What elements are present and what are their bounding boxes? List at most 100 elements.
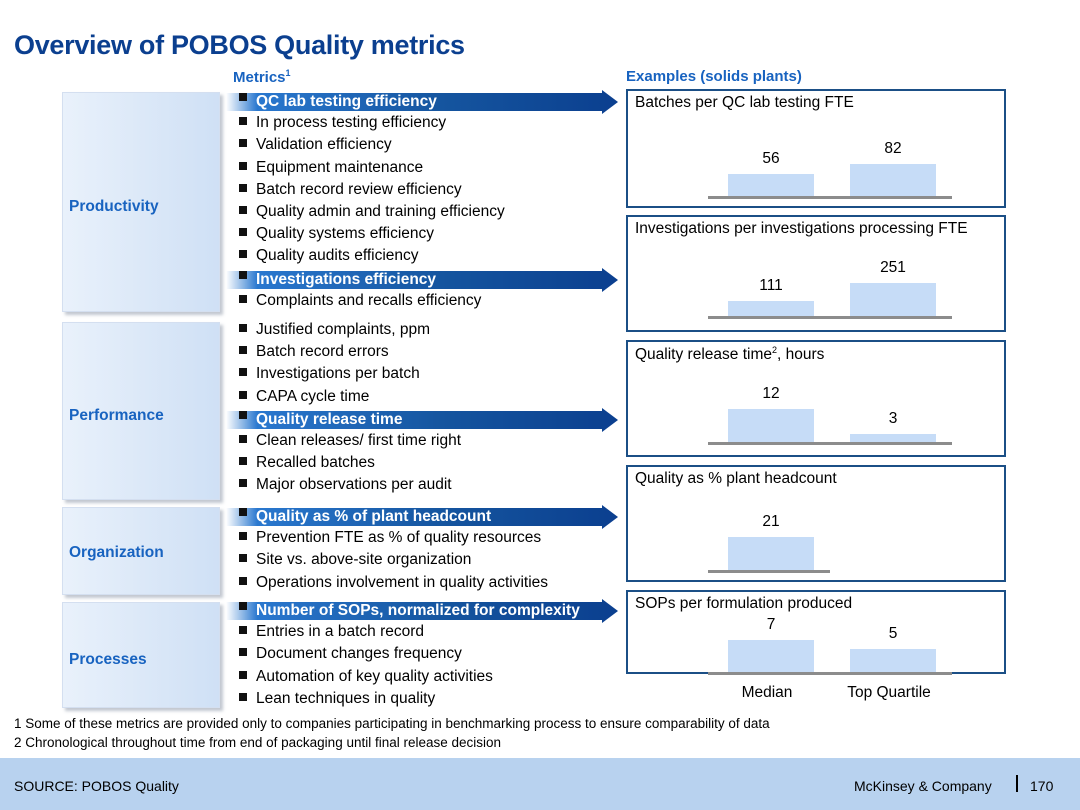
chart-title: Investigations per investigations proces… [635, 220, 968, 238]
category-label: Performance [69, 407, 164, 424]
metric-label: CAPA cycle time [256, 387, 370, 405]
x-label-top-quartile: Top Quartile [847, 684, 931, 701]
footnote-1: 1 Some of these metrics are provided onl… [14, 716, 770, 731]
arrow-shape [226, 90, 618, 114]
highlighted-metric-arrow: QC lab testing efficiency [226, 90, 618, 114]
bar-value-label: 82 [884, 140, 902, 157]
chart-baseline [708, 672, 952, 675]
metric-label: Automation of key quality activities [256, 667, 493, 685]
highlighted-metric-label: Quality as % of plant headcount [256, 508, 492, 525]
category-box-performance: Performance [62, 322, 220, 500]
highlighted-metric-arrow: Investigations efficiency [226, 267, 618, 292]
metric-label: Document changes frequency [256, 645, 462, 663]
bullet-icon [239, 206, 247, 214]
chart-title-text: Batches per QC lab testing FTE [635, 94, 854, 111]
bullet-icon [239, 626, 247, 635]
bullet-icon [239, 324, 247, 332]
arrow-shape [226, 407, 618, 432]
bar-median [728, 640, 814, 672]
metric-label: Operations involvement in quality activi… [256, 573, 549, 591]
example-chart-box: Batches per QC lab testing FTE 56 82 [626, 89, 1006, 208]
x-label-median: Median [741, 684, 793, 701]
page-number: 170 [1030, 778, 1054, 794]
arrow-shape [226, 505, 618, 529]
bullet-icon [239, 554, 247, 563]
highlighted-metric-label: QC lab testing efficiency [256, 93, 437, 110]
bullet-icon [239, 410, 247, 419]
category-box-productivity: Productivity [62, 92, 220, 312]
bullet-icon [239, 117, 247, 126]
bullet-icon [239, 648, 247, 657]
bullet-icon [239, 479, 247, 488]
bar-median [728, 537, 814, 570]
metric-label: Investigations per batch [256, 365, 420, 383]
chart-title: Quality as % plant headcount [635, 470, 837, 488]
brand-name: McKinsey & Company [854, 778, 992, 794]
bar-value-label: 111 [759, 277, 783, 294]
source-text: SOURCE: POBOS Quality [14, 778, 179, 794]
bar-value-label: 251 [880, 259, 906, 276]
highlighted-metric-arrow: Quality release time [226, 407, 618, 432]
highlighted-metric-label: Investigations efficiency [256, 270, 437, 288]
chart-title-text: Investigations per investigations proces… [635, 220, 968, 237]
bullet-icon [239, 508, 247, 516]
bullet-icon [239, 270, 247, 279]
bullet-icon [239, 692, 247, 701]
metric-label: Major observations per audit [256, 476, 452, 494]
metric-label: Quality admin and training efficiency [256, 203, 505, 220]
highlighted-metric-label: Number of SOPs, normalized for complexit… [256, 602, 580, 619]
arrow-shape [226, 599, 618, 623]
bullet-icon [239, 93, 247, 101]
chart-title: Quality release time2, hours [635, 345, 824, 364]
bar-value-label: 7 [766, 616, 776, 633]
metrics-header-footnote-mark: 1 [285, 68, 291, 78]
chart-title: Batches per QC lab testing FTE [635, 94, 854, 112]
bullet-icon [239, 139, 247, 148]
bar-median [728, 174, 814, 196]
bullet-icon [239, 294, 247, 303]
metric-label: Entries in a batch record [256, 623, 425, 641]
metrics-header-text: Metrics [233, 69, 286, 86]
example-chart-box: Quality as % plant headcount 21 [626, 465, 1006, 582]
bullet-icon [239, 576, 247, 585]
chart-title-text: Quality as % plant headcount [635, 470, 837, 487]
bullet-icon [239, 457, 247, 466]
examples-header: Examples (solids plants) [626, 68, 802, 85]
category-label: Organization [69, 544, 164, 561]
highlighted-metric-arrow: Quality as % of plant headcount [226, 505, 618, 529]
example-chart-box: SOPs per formulation produced 7 5 [626, 590, 1006, 675]
metrics-header: Metrics1 [233, 68, 291, 86]
bar-value-label: 21 [762, 513, 780, 530]
bar-top-quartile [850, 283, 936, 316]
metric-label: Site vs. above-site organization [256, 551, 472, 569]
metric-label: Lean techniques in quality [256, 689, 436, 707]
footnote-2: 2 Chronological throughout time from end… [14, 735, 502, 750]
category-box-processes: Processes [62, 602, 220, 708]
bullet-icon [239, 228, 247, 237]
bar-top-quartile [850, 649, 936, 672]
chart-title-text: Quality release time [635, 346, 772, 364]
metric-label: Clean releases/ first time right [256, 432, 462, 449]
bar-top-quartile [850, 164, 936, 196]
chart-title: SOPs per formulation produced [635, 595, 852, 613]
arrow-shape [226, 267, 618, 292]
chart-baseline [708, 316, 952, 319]
metric-label: Validation efficiency [256, 136, 392, 154]
metric-label: Equipment maintenance [256, 158, 424, 176]
bar-top-quartile [850, 434, 936, 442]
bar-value-label: 5 [888, 625, 898, 642]
example-chart-box: Quality release time2, hours 12 3 [626, 340, 1006, 457]
chart-title-suffix: , hours [777, 346, 825, 364]
bar-median [728, 409, 814, 442]
metric-label: Recalled batches [256, 454, 375, 472]
bullet-icon [239, 670, 247, 679]
chart-title-text: SOPs per formulation produced [635, 595, 853, 612]
page-title: Overview of POBOS Quality metrics [14, 30, 465, 60]
bar-value-label: 3 [888, 410, 898, 427]
bullet-icon [239, 161, 247, 170]
metric-label: Batch record review efficiency [256, 180, 462, 198]
category-label: Productivity [69, 198, 159, 215]
chart-title-footnote-mark: 2 [771, 345, 777, 355]
metric-label: Quality audits efficiency [256, 247, 419, 265]
chart-baseline [708, 196, 952, 199]
